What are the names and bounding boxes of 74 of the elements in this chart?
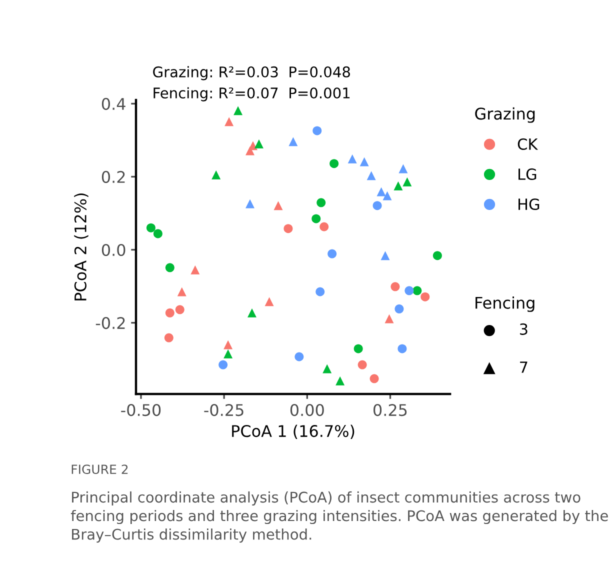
text: 7 <box>520 362 528 373</box>
point <box>316 198 326 208</box>
point <box>398 344 407 354</box>
point <box>360 157 369 166</box>
point <box>404 286 414 296</box>
chart-subtitle: Fencing: R²=0.07 P=0.001 <box>154 87 350 102</box>
point <box>384 314 394 324</box>
point <box>412 286 422 296</box>
caption: FIGURE 2 <box>72 464 128 474</box>
x-tick-label: -0.25 <box>204 404 244 416</box>
point <box>264 297 274 306</box>
point <box>322 364 332 374</box>
point <box>312 126 322 136</box>
point <box>146 223 156 232</box>
point <box>328 249 337 258</box>
text: 3 <box>520 323 528 335</box>
point <box>358 360 367 370</box>
point <box>175 305 184 314</box>
point <box>316 287 325 296</box>
point <box>224 349 233 358</box>
point <box>247 308 256 318</box>
point <box>224 117 234 126</box>
point <box>380 251 390 260</box>
point <box>288 137 298 146</box>
legend-label: LG <box>518 168 536 180</box>
point <box>348 154 357 164</box>
point <box>390 282 400 292</box>
point <box>245 199 254 208</box>
point <box>330 159 339 168</box>
point <box>274 201 283 210</box>
y-tick-label: 0.4 <box>102 98 126 110</box>
point <box>394 181 403 190</box>
y-tick-label: 0.0 <box>102 244 126 256</box>
point <box>372 201 382 210</box>
legend-title: Grazing <box>475 107 535 123</box>
text: Fencing <box>476 296 534 312</box>
point <box>245 146 254 156</box>
point <box>382 191 392 200</box>
point <box>165 308 174 318</box>
point <box>212 170 221 180</box>
chart-title: Grazing: R²=0.03 P=0.048 <box>153 66 350 80</box>
point <box>284 224 293 234</box>
x-tick-label: 0.00 <box>290 404 324 416</box>
point <box>394 304 404 314</box>
point <box>420 292 430 302</box>
point <box>354 344 363 354</box>
x-tick-label: -0.50 <box>121 404 161 416</box>
point <box>294 352 304 362</box>
y-axis-title: PCoA 2 (12%) <box>74 194 88 300</box>
point <box>370 374 379 384</box>
point <box>165 263 174 272</box>
legend-label: CK <box>518 138 538 150</box>
legend-label: HG <box>518 198 540 210</box>
point <box>312 214 321 224</box>
point <box>402 177 412 186</box>
point <box>224 340 233 350</box>
y-tick-label: -0.2 <box>96 317 125 330</box>
point <box>190 265 200 274</box>
point <box>234 106 243 116</box>
point <box>218 360 228 370</box>
point <box>366 171 376 180</box>
point <box>254 139 264 148</box>
y-tick-label: 0.2 <box>102 170 125 184</box>
x-tick-label: 0.25 <box>374 404 407 416</box>
point <box>336 376 345 386</box>
point <box>164 333 174 342</box>
x-axis-title: PCoA 1 (16.7%) <box>232 424 354 439</box>
point <box>153 229 162 238</box>
point <box>376 187 386 196</box>
point <box>320 222 329 232</box>
point <box>398 164 408 174</box>
text: Principal coordinate analysis (PCoA) of insect communities across two fencing periods and three grazing intensities. PCoA was generated by the Bray–Curtis dissimilarity method. <box>70 491 608 543</box>
point <box>177 287 186 296</box>
point <box>432 251 442 260</box>
